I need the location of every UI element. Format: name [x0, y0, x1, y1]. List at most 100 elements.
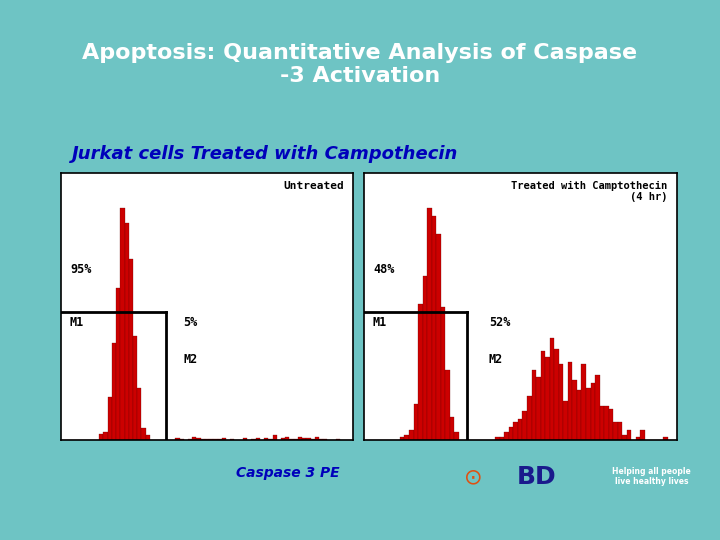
Bar — [622, 435, 627, 440]
Bar — [116, 288, 120, 440]
Bar — [315, 437, 319, 440]
Bar — [298, 437, 302, 440]
Bar — [294, 439, 298, 440]
Text: Caspase 3 PE: Caspase 3 PE — [236, 465, 340, 480]
Bar — [272, 435, 276, 440]
Bar — [243, 438, 247, 440]
Text: Untreated: Untreated — [283, 181, 344, 191]
Bar — [400, 437, 405, 440]
Bar — [595, 375, 600, 440]
Bar — [450, 416, 454, 440]
Bar — [192, 437, 197, 440]
Bar — [518, 419, 523, 440]
Bar — [608, 409, 613, 440]
Bar — [663, 437, 667, 440]
Bar — [251, 439, 256, 440]
Bar — [432, 215, 436, 440]
Bar — [423, 275, 427, 440]
Bar — [613, 422, 618, 440]
Bar — [289, 439, 294, 440]
Bar — [269, 439, 272, 440]
Bar — [230, 439, 235, 440]
Bar — [500, 437, 504, 440]
Bar — [323, 439, 328, 440]
Text: M2: M2 — [184, 353, 198, 367]
Bar — [441, 307, 445, 440]
Text: 48%: 48% — [373, 262, 395, 275]
Bar — [627, 430, 631, 440]
Bar — [256, 438, 260, 440]
Text: Treated with Camptothecin
(4 hr): Treated with Camptothecin (4 hr) — [511, 181, 667, 202]
Bar — [319, 439, 323, 440]
Bar — [495, 437, 500, 440]
Bar — [445, 369, 450, 440]
Bar — [572, 380, 577, 440]
Bar — [222, 438, 226, 440]
Bar — [310, 439, 315, 440]
Text: ⊙: ⊙ — [464, 468, 482, 488]
Bar — [604, 406, 608, 440]
Text: Apoptosis: Quantitative Analysis of Caspase
-3 Activation: Apoptosis: Quantitative Analysis of Casp… — [82, 43, 638, 86]
Bar — [175, 438, 179, 440]
Bar — [108, 397, 112, 440]
Bar — [577, 390, 582, 440]
Bar — [213, 439, 217, 440]
Bar — [306, 438, 310, 440]
Bar — [405, 435, 409, 440]
Bar — [549, 338, 554, 440]
Bar — [145, 435, 150, 440]
Bar — [125, 223, 129, 440]
Bar — [285, 437, 289, 440]
Bar — [504, 432, 509, 440]
Bar — [217, 439, 222, 440]
Bar — [409, 430, 413, 440]
Bar — [112, 343, 116, 440]
Bar — [513, 422, 518, 440]
Bar — [586, 388, 590, 440]
Bar — [142, 428, 145, 440]
Bar — [554, 349, 559, 440]
Bar — [618, 422, 622, 440]
Bar — [531, 369, 536, 440]
Bar — [188, 439, 192, 440]
Bar — [418, 305, 423, 440]
Text: 5%: 5% — [184, 316, 198, 329]
Text: Jurkat cells Treated with Campothecin: Jurkat cells Treated with Campothecin — [72, 145, 459, 163]
Text: M2: M2 — [489, 353, 503, 367]
Bar — [541, 352, 545, 440]
Bar — [336, 439, 340, 440]
Bar — [545, 356, 549, 440]
Bar — [559, 364, 563, 440]
Bar — [197, 438, 201, 440]
Bar — [509, 427, 513, 440]
Bar — [454, 432, 459, 440]
Bar — [523, 411, 527, 440]
Bar — [600, 406, 604, 440]
Bar — [563, 401, 568, 440]
Bar — [582, 364, 586, 440]
Bar — [264, 438, 269, 440]
Bar — [129, 259, 133, 440]
Bar — [641, 430, 645, 440]
Bar — [636, 437, 641, 440]
Bar — [527, 396, 531, 440]
Text: BD: BD — [517, 465, 557, 489]
Bar — [536, 377, 541, 440]
Bar — [590, 383, 595, 440]
Bar — [436, 234, 441, 440]
Bar — [201, 439, 205, 440]
Bar — [133, 336, 138, 440]
Text: M1: M1 — [373, 316, 387, 329]
Bar — [104, 432, 108, 440]
Bar — [120, 208, 125, 440]
Bar — [413, 403, 418, 440]
Text: 52%: 52% — [489, 316, 510, 329]
Text: M1: M1 — [70, 316, 84, 329]
Text: 95%: 95% — [70, 262, 91, 275]
Bar — [568, 362, 572, 440]
Bar — [427, 208, 432, 440]
Bar — [138, 388, 142, 440]
Bar — [209, 439, 213, 440]
Bar — [281, 438, 285, 440]
Bar — [99, 434, 104, 440]
